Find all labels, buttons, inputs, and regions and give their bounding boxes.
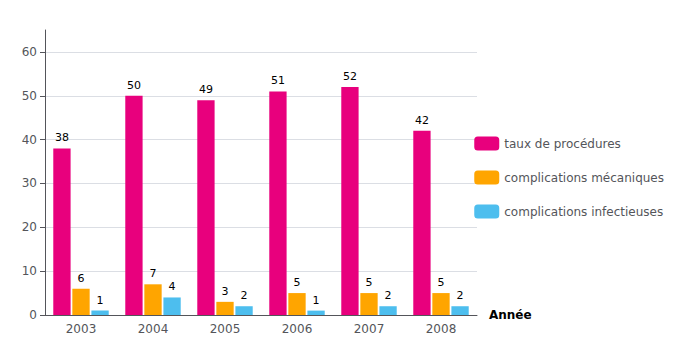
svg-text:1: 1: [313, 294, 320, 307]
svg-text:20: 20: [22, 220, 37, 234]
svg-text:2006: 2006: [282, 322, 313, 336]
svg-text:2003: 2003: [66, 322, 97, 336]
svg-text:30: 30: [22, 176, 37, 190]
svg-text:10: 10: [22, 264, 37, 278]
svg-text:38: 38: [55, 131, 69, 144]
svg-text:2005: 2005: [210, 322, 241, 336]
svg-text:6: 6: [78, 272, 85, 285]
svg-text:50: 50: [22, 89, 37, 103]
svg-text:5: 5: [294, 276, 301, 289]
svg-text:1: 1: [97, 294, 104, 307]
svg-text:50: 50: [127, 79, 141, 92]
svg-text:2: 2: [241, 289, 248, 302]
svg-text:0: 0: [29, 308, 37, 322]
svg-text:2004: 2004: [138, 322, 169, 336]
svg-text:complications mécaniques: complications mécaniques: [504, 171, 664, 185]
svg-text:complications infectieuses: complications infectieuses: [504, 205, 663, 219]
svg-text:42: 42: [415, 114, 429, 127]
svg-text:5: 5: [366, 276, 373, 289]
svg-text:60: 60: [22, 45, 37, 59]
svg-text:3: 3: [222, 285, 229, 298]
svg-text:2008: 2008: [426, 322, 457, 336]
svg-text:2007: 2007: [354, 322, 385, 336]
svg-text:2: 2: [385, 289, 392, 302]
svg-text:40: 40: [22, 133, 37, 147]
svg-text:5: 5: [438, 276, 445, 289]
svg-text:Année: Année: [489, 308, 532, 322]
svg-text:52: 52: [343, 70, 357, 83]
svg-text:7: 7: [150, 267, 157, 280]
svg-text:taux de procédures: taux de procédures: [504, 137, 621, 151]
svg-text:4: 4: [169, 280, 176, 293]
svg-text:49: 49: [199, 83, 213, 96]
svg-text:2: 2: [457, 289, 464, 302]
svg-text:51: 51: [271, 74, 285, 87]
